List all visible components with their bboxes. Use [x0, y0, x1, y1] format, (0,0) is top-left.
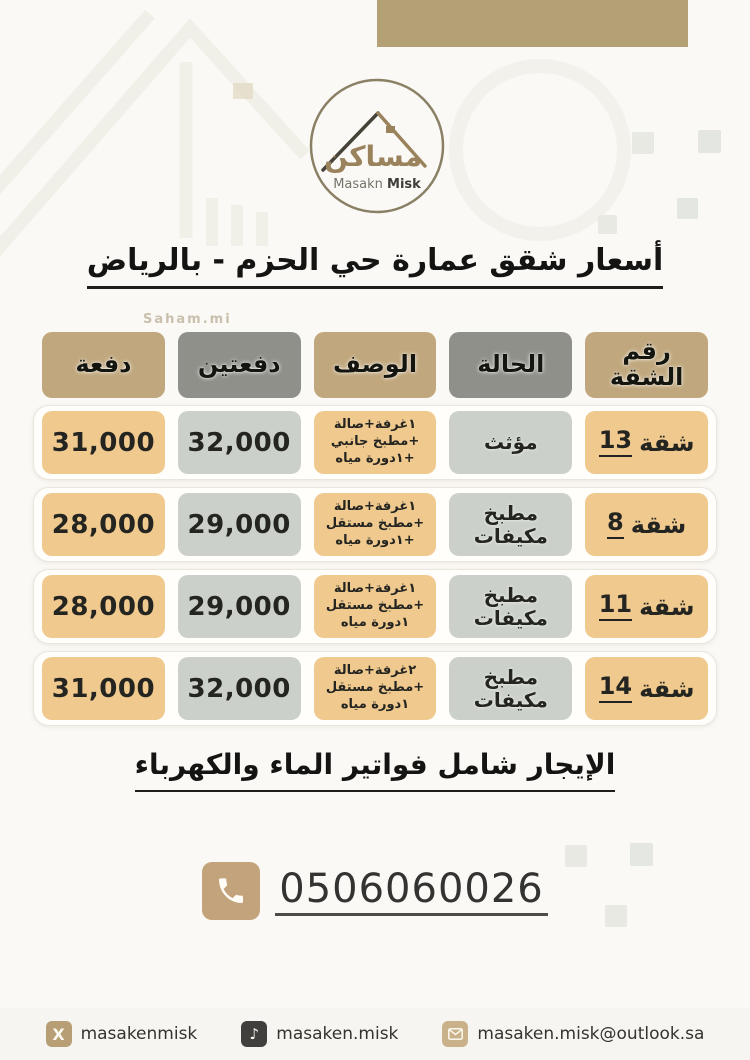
description-cell: ١غرفة+صالة +مطبخ مستقل +١دورة مياه	[313, 493, 437, 556]
apartment-number: 8	[607, 510, 624, 539]
apartment-cell: شقة 13	[585, 411, 708, 474]
phone-row[interactable]: 0506060026	[0, 862, 750, 920]
description-line: +مطبخ مستقل	[325, 516, 425, 532]
description-line: +مطبخ مستقل	[325, 598, 425, 614]
header-one-payment: دفعة	[42, 332, 165, 398]
tiktok-icon: ♪	[241, 1021, 268, 1047]
apartment-cell: شقة 14	[585, 657, 708, 720]
description-line: ٢غرفة+صالة	[333, 663, 417, 679]
description-cell: ١غرفة+صالة +مطبخ مستقل ١دورة مياه	[313, 575, 437, 638]
x-handle[interactable]: X masakenmisk	[45, 1021, 198, 1047]
footer-bar: X masakenmisk ♪ masaken.misk masaken.mis…	[0, 1008, 750, 1060]
apartment-label: شقة	[639, 428, 695, 457]
email-icon	[442, 1021, 469, 1047]
phone-number[interactable]: 0506060026	[275, 866, 548, 916]
photo-watermark: Saham.mi	[143, 312, 232, 327]
page-title: أسعار شقق عمارة حي الحزم - بالرياض	[86, 243, 664, 289]
apartment-label: شقة	[639, 674, 695, 703]
header-apartment-number: رقم الشقة	[585, 332, 708, 398]
deco-square	[598, 215, 617, 234]
condition-cell: مؤثث	[449, 411, 573, 474]
brand-logo: مساكن Masakn Misk	[309, 78, 445, 214]
condition-cell: مطبخ مكيفات	[449, 575, 573, 638]
deco-square	[565, 845, 587, 867]
condition-line: مطبخ	[483, 583, 539, 608]
top-accent-bar	[377, 0, 688, 47]
condition-cell: مطبخ مكيفات	[449, 657, 573, 720]
condition-cell: مطبخ مكيفات	[449, 493, 573, 556]
apartment-number: 14	[598, 674, 633, 703]
inclusive-bills-note: الإيجار شامل فواتير الماء والكهرباء	[134, 748, 616, 792]
description-line: +١دورة مياه	[335, 532, 415, 548]
condition-line: مطبخ	[483, 501, 539, 526]
description-line: ١دورة مياه	[340, 696, 410, 712]
deco-square	[698, 130, 721, 153]
apartment-number: 13	[598, 428, 633, 457]
email-contact[interactable]: masaken.misk@outlook.sa	[442, 1021, 704, 1047]
deco-square	[605, 905, 627, 927]
svg-text:Masakn Misk: Masakn Misk	[333, 177, 421, 192]
roof-right	[376, 111, 427, 168]
description-cell: ١غرفة+صالة +مطبخ جانبي +١دورة مياه	[313, 411, 437, 474]
header-two-payments: دفعتين	[177, 332, 301, 398]
one-payment-price: 28,000	[42, 493, 165, 556]
deco-square	[632, 132, 654, 154]
one-payment-price: 28,000	[42, 575, 165, 638]
email-label: masaken.misk@outlook.sa	[477, 1024, 705, 1044]
header-condition: الحالة	[449, 332, 573, 398]
two-payments-price: 29,000	[177, 493, 301, 556]
description-line: ١غرفة+صالة	[333, 499, 417, 515]
table-header-row: رقم الشقة الحالة الوصف دفعتين دفعة	[33, 332, 717, 398]
table-row: شقة 13 مؤثث ١غرفة+صالة +مطبخ جانبي +١دور…	[33, 405, 717, 480]
description-line: +مطبخ مستقل	[325, 680, 425, 696]
price-table: رقم الشقة الحالة الوصف دفعتين دفعة شقة 1…	[33, 332, 717, 726]
apartment-number: 11	[598, 592, 633, 621]
deco-square	[630, 843, 653, 866]
tiktok-handle-label: masaken.misk	[276, 1024, 399, 1044]
two-payments-price: 32,000	[177, 657, 301, 720]
x-logo-icon: X	[45, 1021, 72, 1047]
description-line: ١دورة مياه	[340, 614, 410, 630]
logo-arabic-text: مساكن	[324, 140, 422, 173]
condition-line: مؤثث	[484, 430, 538, 455]
roof-left	[321, 111, 380, 172]
table-row: شقة 11 مطبخ مكيفات ١غرفة+صالة +مطبخ مستق…	[33, 569, 717, 644]
description-line: ١غرفة+صالة	[333, 581, 417, 597]
x-handle-label: masakenmisk	[80, 1024, 198, 1044]
apartment-cell: شقة 8	[585, 493, 708, 556]
one-payment-price: 31,000	[42, 411, 165, 474]
header-description: الوصف	[313, 332, 437, 398]
apartment-label: شقة	[639, 592, 695, 621]
description-line: ١غرفة+صالة	[333, 417, 417, 433]
apartment-cell: شقة 11	[585, 575, 708, 638]
condition-line: مكيفات	[473, 523, 548, 548]
one-payment-price: 31,000	[42, 657, 165, 720]
condition-line: مكيفات	[473, 687, 548, 712]
table-row: شقة 14 مطبخ مكيفات ٢غرفة+صالة +مطبخ مستق…	[33, 651, 717, 726]
chimney	[386, 126, 395, 133]
deco-square	[677, 198, 698, 219]
two-payments-price: 29,000	[177, 575, 301, 638]
condition-line: مكيفات	[473, 605, 548, 630]
apartment-label: شقة	[630, 510, 687, 539]
description-line: +مطبخ جانبي	[330, 434, 420, 450]
description-cell: ٢غرفة+صالة +مطبخ مستقل ١دورة مياه	[313, 657, 437, 720]
phone-icon	[202, 862, 261, 920]
table-row: شقة 8 مطبخ مكيفات ١غرفة+صالة +مطبخ مستقل…	[33, 487, 717, 562]
two-payments-price: 32,000	[177, 411, 301, 474]
condition-line: مطبخ	[483, 665, 539, 690]
tiktok-handle[interactable]: ♪ masaken.misk	[241, 1021, 398, 1047]
description-line: +١دورة مياه	[335, 450, 415, 466]
